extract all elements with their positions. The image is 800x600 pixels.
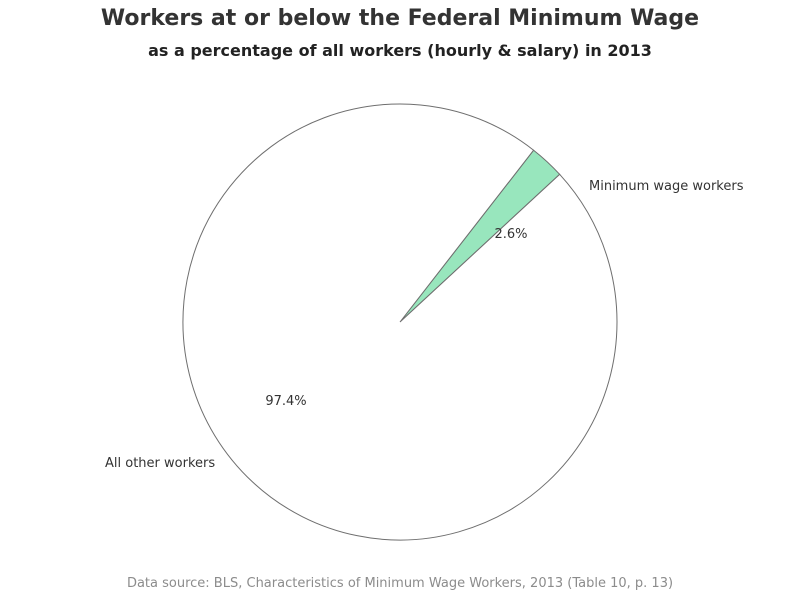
slice-category-label: All other workers: [105, 456, 215, 471]
data-source-note: Data source: BLS, Characteristics of Min…: [126, 576, 674, 591]
pie-slice-2: [182, 103, 618, 541]
slice-value-label: 2.6%: [494, 227, 527, 242]
slice-category-label: Minimum wage workers: [589, 179, 744, 194]
pie-slices: [182, 103, 618, 541]
chart-subtitle: as a percentage of all workers (hourly &…: [148, 41, 652, 60]
slice-value-label: 97.4%: [265, 394, 306, 409]
pie-labels: 2.6% Minimum wage workers 97.4% All other w…: [105, 179, 744, 471]
chart-title: Workers at or below the Federal Minimum …: [100, 6, 700, 31]
